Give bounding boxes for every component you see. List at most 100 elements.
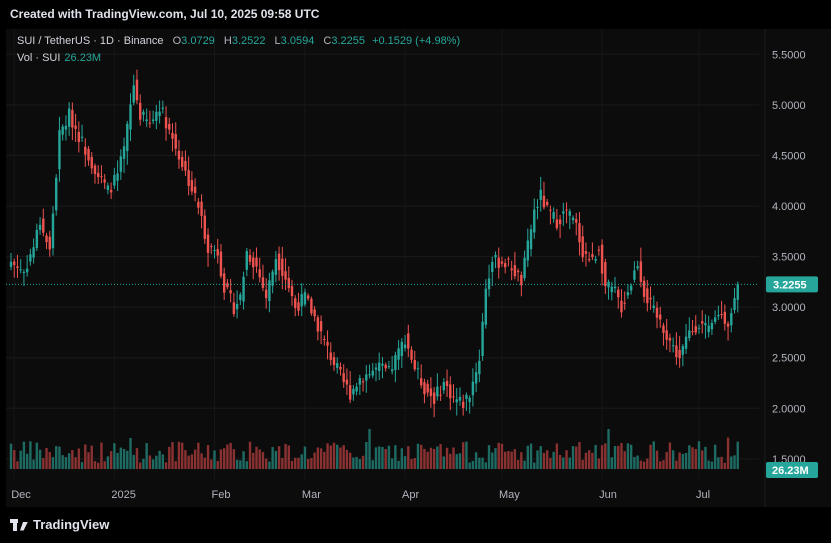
y-tick-label: 3.5000 <box>772 252 806 264</box>
volume-bar <box>216 460 219 469</box>
volume-bar <box>297 457 300 469</box>
candle-body-up <box>274 259 278 275</box>
volume-bar <box>429 447 433 469</box>
candle-body-up <box>268 280 271 302</box>
volume-bar <box>510 451 513 469</box>
volume-bar <box>168 446 171 469</box>
candle-body-down <box>342 373 345 383</box>
candle-body-down <box>361 381 365 383</box>
volume-bar <box>326 443 329 469</box>
volume-bar <box>659 461 662 469</box>
volume-bar <box>500 443 504 469</box>
volume-bar <box>426 451 429 469</box>
candle-body-up <box>730 313 733 326</box>
candle-body-down <box>45 235 48 243</box>
candle-body-down <box>190 180 194 192</box>
candle-body-down <box>558 219 562 225</box>
tradingview-brand[interactable]: TradingView <box>10 517 109 532</box>
volume-bar <box>268 461 271 469</box>
volume-bar <box>713 444 717 469</box>
candle-body-up <box>626 292 630 296</box>
candle-body-up <box>494 254 497 258</box>
volume-bar <box>245 461 248 469</box>
candle-body-down <box>432 392 436 404</box>
volume-bar <box>403 456 407 469</box>
candle-body-down <box>565 209 568 211</box>
candle-body-down <box>678 349 681 359</box>
candle-body-up <box>707 325 710 333</box>
candle-body-down <box>319 321 323 332</box>
volume-bar <box>177 441 181 469</box>
candle-body-down <box>500 261 504 264</box>
volume-bar <box>620 443 623 469</box>
candle-body-up <box>688 330 691 339</box>
volume-bar <box>339 447 342 469</box>
volume-bar <box>84 444 87 469</box>
volume-bar <box>210 459 213 469</box>
volume-bar <box>25 453 29 469</box>
last-volume-label: 26.23M <box>772 465 809 477</box>
low-key: L <box>274 35 281 47</box>
candle-body-down <box>184 160 187 171</box>
candle-body-down <box>542 195 546 208</box>
volume-bar <box>361 455 365 469</box>
volume-bar <box>565 450 568 469</box>
volume-bar <box>323 451 326 469</box>
candle-body-down <box>720 314 723 316</box>
volume-bar <box>610 457 613 469</box>
candlestick-chart[interactable]: 5.5000 5.0000 4.5000 4.0000 3.5000 3.0000 2.50… <box>6 29 831 507</box>
candle-body-down <box>691 331 694 333</box>
candle-body-up <box>442 382 446 391</box>
volume-bar <box>13 450 16 469</box>
volume-bar <box>368 428 371 469</box>
candle-body-down <box>332 357 336 366</box>
candle-body-up <box>245 251 248 270</box>
candle-body-up <box>481 321 484 356</box>
volume-bar <box>516 459 520 469</box>
volume-bar <box>445 447 449 469</box>
volume-bar <box>694 448 697 469</box>
candle-body-down <box>581 236 584 258</box>
volume-bar <box>332 442 336 469</box>
candle-body-down <box>642 280 646 297</box>
volume-bar <box>552 451 555 469</box>
volume-bar <box>652 441 655 469</box>
candle-body-down <box>222 273 226 293</box>
volume-bar <box>116 452 119 469</box>
candle-body-down <box>549 209 552 211</box>
volume-bar <box>536 450 539 469</box>
candle-body-down <box>148 122 152 124</box>
candle-body-down <box>520 274 523 286</box>
candle-body-up <box>29 254 32 262</box>
volume-bar <box>387 445 391 469</box>
volume-bar <box>416 443 420 469</box>
volume-bar <box>106 456 110 469</box>
volume-bar <box>9 443 13 469</box>
candle-body-up <box>652 305 655 309</box>
volume-bar <box>148 455 152 469</box>
candle-body-down <box>600 244 604 274</box>
volume-bar <box>413 457 416 469</box>
candle-body-down <box>203 215 206 239</box>
candle-body-up <box>710 322 714 330</box>
change-value: +0.1529 (+4.98%) <box>372 35 461 47</box>
volume-bar <box>139 462 142 469</box>
high-key: H <box>223 35 232 47</box>
candle-body-down <box>339 366 342 370</box>
volume-bar <box>529 443 533 469</box>
candle-body-up <box>713 317 717 322</box>
volume-bar <box>642 461 646 469</box>
chart-area[interactable]: 5.5000 5.0000 4.5000 4.0000 3.5000 3.0000 2.50… <box>6 29 831 507</box>
candle-body-up <box>25 268 29 273</box>
candle-body-up <box>300 294 303 307</box>
candle-body-up <box>733 298 736 311</box>
x-tick-label: Jun <box>599 489 617 501</box>
candle-body-up <box>303 292 307 305</box>
last-price-label: 3.2255 <box>773 279 807 291</box>
volume-bar <box>549 457 552 469</box>
y-tick-label: 2.5000 <box>772 353 806 365</box>
candle-body-up <box>571 217 575 221</box>
candle-body-down <box>93 165 97 175</box>
volume-bar <box>122 449 126 469</box>
volume-bar <box>400 448 404 469</box>
